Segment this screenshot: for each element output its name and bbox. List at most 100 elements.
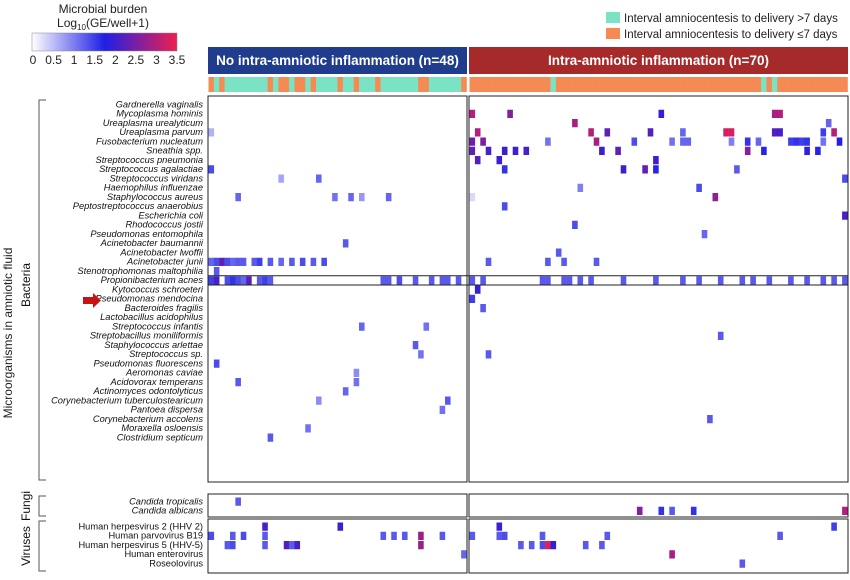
row-label: Propionibacterium acnes: [101, 275, 204, 285]
row-label: Acinetobacter baumannii: [100, 238, 204, 248]
heatmap-cell: [321, 257, 327, 266]
interval-strip-cell: [674, 77, 681, 92]
heatmap-cell: [240, 257, 247, 266]
heatmap-cell: [545, 541, 551, 550]
heatmap-cell: [246, 276, 252, 285]
heatmap-cell: [423, 322, 430, 331]
heatmap-cell: [577, 276, 584, 285]
interval-strip-cell: [728, 77, 735, 92]
interval-strip-cell: [267, 77, 274, 92]
panel-frame: [207, 493, 468, 518]
interval-strip-cell: [240, 77, 247, 92]
panel-frame: [207, 518, 468, 574]
interval-strip-cell: [380, 77, 387, 92]
heatmap-cell: [842, 506, 848, 515]
heatmap-cell: [262, 522, 268, 531]
heatmap-cell: [219, 257, 225, 266]
heatmap-cell: [615, 146, 621, 155]
heatmap-cell: [820, 128, 827, 137]
heatmap-cell: [545, 276, 551, 285]
row-label: Streptococcus sp.: [129, 349, 203, 359]
heatmap-cell: [820, 137, 827, 146]
heatmap-cell: [669, 137, 675, 146]
interval-strip-cell: [273, 77, 279, 92]
heatmap-cell: [512, 146, 519, 155]
heatmap-cell: [744, 146, 751, 155]
row-label: Pseudomonas fluorescens: [93, 358, 203, 368]
interval-strip-cell: [631, 77, 638, 92]
row-label: Stenotrophomonas maltophilia: [77, 266, 203, 276]
row-label: Clostridium septicum: [117, 432, 204, 442]
interval-strip-cell: [734, 77, 740, 92]
heatmap-cell: [793, 137, 800, 146]
heatmap-cell: [240, 531, 247, 540]
row-label: Streptococcus agalactiae: [99, 164, 203, 174]
heatmap-cell: [572, 119, 578, 128]
heatmap-cell: [208, 165, 215, 174]
heatmap-cell: [653, 156, 659, 165]
interval-strip-cell: [669, 77, 675, 92]
heatmap-cell: [701, 230, 708, 239]
legend-tick-label: 2.5: [128, 53, 145, 67]
interval-strip-cell: [712, 77, 719, 92]
interval-strip-cell: [539, 77, 546, 92]
interval-strip-cell: [262, 77, 268, 92]
heatmap-cell: [501, 531, 508, 540]
interval-strip-cell: [491, 77, 497, 92]
heatmap-cell: [267, 276, 274, 285]
heatmap-cell: [213, 267, 220, 276]
interval-strip-cell: [739, 77, 746, 92]
interval-strip-cell: [364, 77, 371, 92]
heatmap-cell: [836, 137, 843, 146]
interval-strip-cell: [717, 77, 724, 92]
panel-frame: [207, 95, 468, 483]
interval-strip-cell: [450, 77, 457, 92]
row-label: Candida tropicalis: [129, 496, 203, 506]
interval-strip-cell: [474, 77, 481, 92]
heatmap-cell: [485, 146, 492, 155]
row-label: Streptococcus viridans: [109, 173, 203, 183]
interval-strip-cell: [599, 77, 605, 92]
interval-strip-cell: [412, 77, 419, 92]
interval-strip-cell: [604, 77, 611, 92]
interval-strip-cell: [418, 77, 424, 92]
heatmap-cell: [496, 156, 503, 165]
heatmap-cell: [439, 405, 446, 414]
heatmap-cell: [620, 276, 627, 285]
heatmap-cell: [545, 137, 551, 146]
heatmap-cell: [690, 506, 697, 515]
heatmap-cell: [235, 193, 241, 202]
heatmap-cell: [604, 531, 611, 540]
heatmap-cell: [342, 239, 349, 248]
heatmap-cell: [653, 276, 659, 285]
interval-strip-cell: [369, 77, 376, 92]
interval-strip-cell: [310, 77, 317, 92]
row-label: Sneathia spp.: [146, 146, 203, 156]
group-label: Viruses: [19, 526, 33, 566]
heatmap-cell: [283, 541, 290, 550]
heatmap-cell: [262, 531, 268, 540]
interval-strip-cell: [550, 77, 557, 92]
heatmap-cell: [777, 109, 783, 118]
heatmap-cell: [788, 137, 794, 146]
interval-strip-cell: [332, 77, 338, 92]
interval-strip-cell: [396, 77, 403, 92]
heatmap-cell: [734, 165, 740, 174]
interval-strip-cell: [235, 77, 242, 92]
row-label: Human parvovirus B19: [108, 531, 203, 541]
row-label: Ureaplasma parvum: [119, 127, 203, 137]
heatmap-cell: [831, 276, 837, 285]
heatmap-cell: [380, 531, 387, 540]
heatmap-cell: [804, 137, 810, 146]
interval-strip-cell: [512, 77, 519, 92]
heatmap-cell: [469, 193, 476, 202]
heatmap-cell: [539, 541, 546, 550]
heatmap-cell: [256, 276, 263, 285]
heatmap-cell: [728, 128, 735, 137]
heatmap-cell: [696, 183, 702, 192]
heatmap-cell: [496, 531, 503, 540]
heatmap-cell: [642, 165, 648, 174]
heatmap-cell: [572, 220, 578, 229]
interval-strip-cell: [626, 77, 632, 92]
interval-strip-cell: [534, 77, 540, 92]
